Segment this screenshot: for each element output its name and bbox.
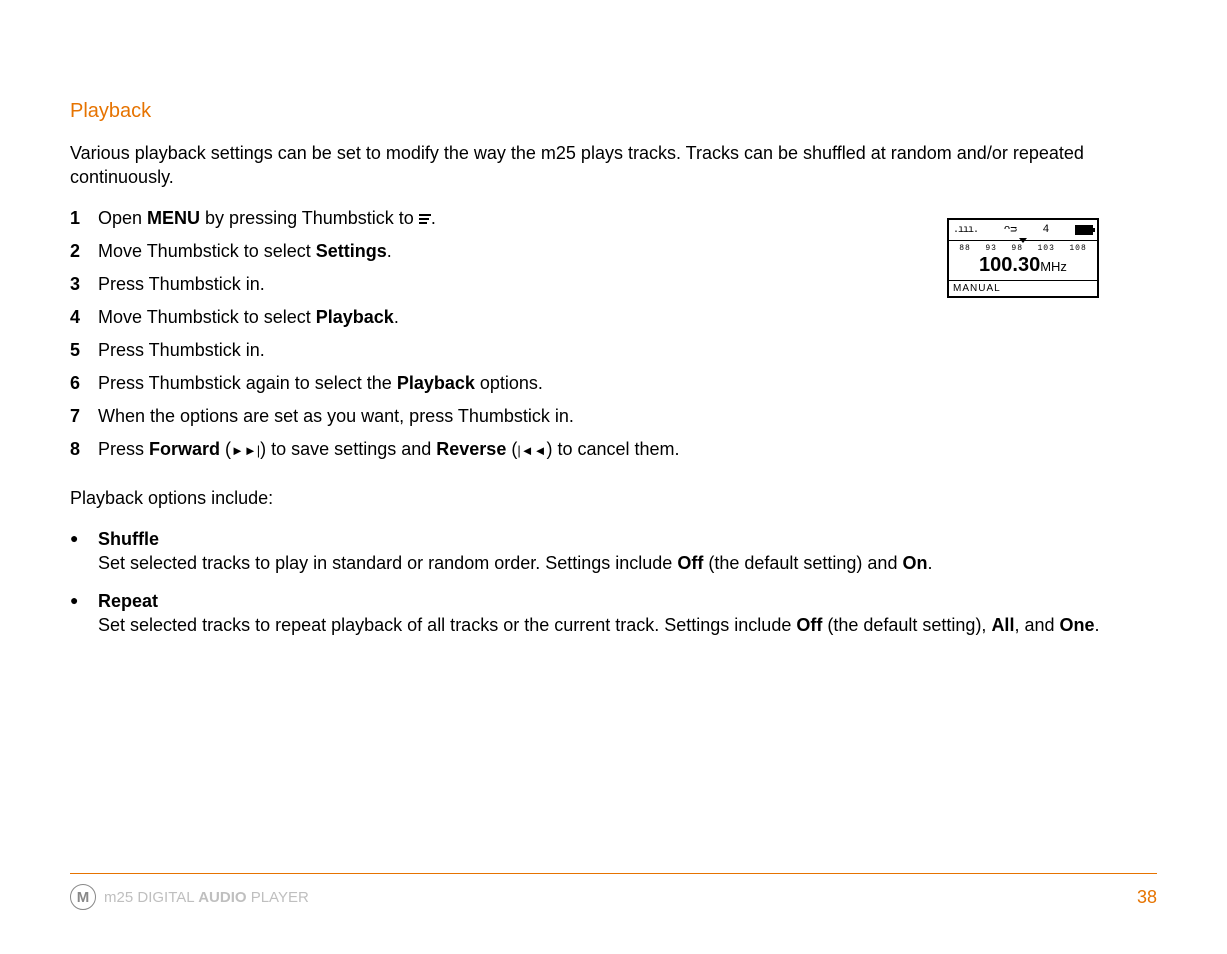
device-frequency: 100.30MHz: [949, 254, 1097, 281]
device-count: 4: [1043, 224, 1050, 236]
page-number: 38: [1137, 887, 1157, 908]
option-title: Repeat: [98, 591, 158, 611]
option-item: ● Shuffle Set selected tracks to play in…: [70, 527, 1157, 576]
step-row: 8 Press Forward (►►|) to save settings a…: [70, 439, 1157, 460]
intro-paragraph: Various playback settings can be set to …: [70, 141, 1150, 190]
tuning-marker-icon: [1019, 238, 1027, 243]
step-number: 3: [70, 274, 98, 295]
device-lcd: .ııı. ᴖᴝ 4 88 93 98 103 108 100.30MHz MA…: [947, 218, 1099, 298]
step-number: 7: [70, 406, 98, 427]
option-title: Shuffle: [98, 529, 159, 549]
section-title: Playback: [70, 100, 1157, 123]
option-body: Shuffle Set selected tracks to play in s…: [98, 527, 1157, 576]
step-number: 4: [70, 307, 98, 328]
step-text: Press Forward (►►|) to save settings and…: [98, 439, 1157, 460]
device-mode: MANUAL: [949, 281, 1097, 296]
step-number: 2: [70, 241, 98, 262]
step-row: 5 Press Thumbstick in.: [70, 340, 1157, 361]
options-intro: Playback options include:: [70, 488, 1157, 509]
page-footer: M m25 DIGITAL AUDIO PLAYER 38: [70, 873, 1157, 910]
device-ticks: 88 93 98 103 108: [949, 241, 1097, 254]
step-row: 6 Press Thumbstick again to select the P…: [70, 373, 1157, 394]
step-number: 5: [70, 340, 98, 361]
option-body: Repeat Set selected tracks to repeat pla…: [98, 589, 1157, 638]
menu-icon: [419, 212, 431, 226]
option-item: ● Repeat Set selected tracks to repeat p…: [70, 589, 1157, 638]
step-number: 8: [70, 439, 98, 460]
step-text: Move Thumbstick to select Playback.: [98, 307, 1157, 328]
bullet-icon: ●: [70, 527, 98, 576]
signal-icon: .ııı.: [953, 225, 978, 236]
step-text: When the options are set as you want, pr…: [98, 406, 1157, 427]
options-list: ● Shuffle Set selected tracks to play in…: [70, 527, 1157, 638]
step-number: 6: [70, 373, 98, 394]
motorola-logo-icon: M: [70, 884, 96, 910]
step-row: 4 Move Thumbstick to select Playback.: [70, 307, 1157, 328]
step-number: 1: [70, 208, 98, 229]
battery-icon: [1075, 225, 1093, 235]
bullet-icon: ●: [70, 589, 98, 638]
footer-text: m25 DIGITAL AUDIO PLAYER: [104, 889, 309, 906]
headphone-icon: ᴖᴝ: [1004, 224, 1017, 236]
step-text: Press Thumbstick in.: [98, 340, 1157, 361]
step-text: Press Thumbstick again to select the Pla…: [98, 373, 1157, 394]
step-row: 7 When the options are set as you want, …: [70, 406, 1157, 427]
